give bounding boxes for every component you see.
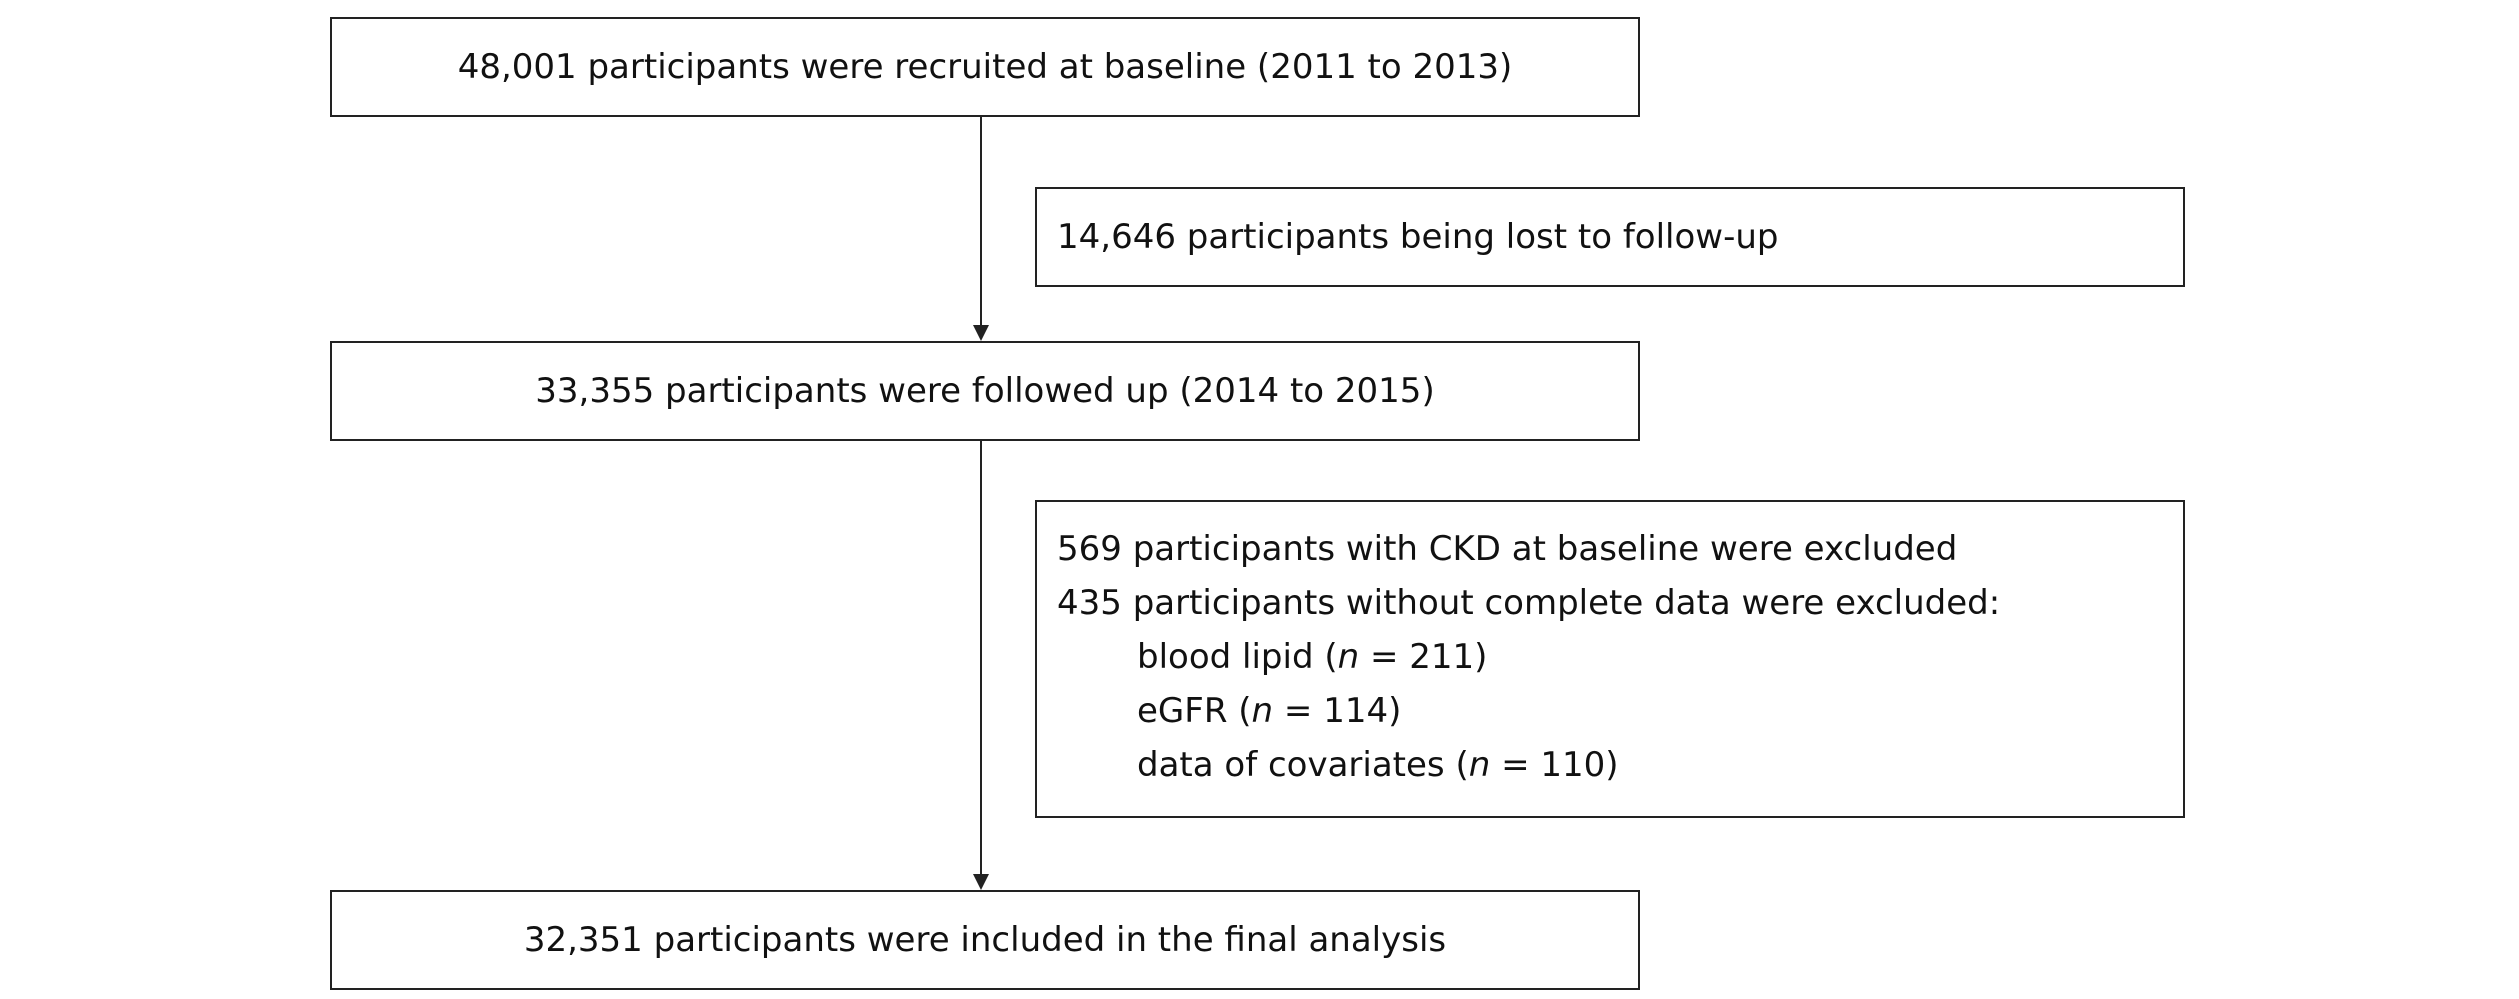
arrowhead-1 — [973, 325, 989, 341]
arrowhead-2 — [973, 874, 989, 890]
lost-followup-box: 14,646 participants being lost to follow… — [1035, 187, 2185, 287]
exclusion-ckd: 569 participants with CKD at baseline we… — [1057, 529, 1958, 569]
followed-up-text: 33,355 participants were followed up (20… — [535, 371, 1435, 411]
recruited-box: 48,001 participants were recruited at ba… — [330, 17, 1640, 117]
arrow-line-2 — [980, 441, 982, 874]
followed-up-box: 33,355 participants were followed up (20… — [330, 341, 1640, 441]
final-analysis-text: 32,351 participants were included in the… — [523, 920, 1447, 960]
lost-followup-text: 14,646 participants being lost to follow… — [1057, 217, 1779, 257]
exclusion-item-blood-lipid: blood lipid (n = 211) — [1137, 637, 1488, 677]
exclusion-item-egfr: eGFR (n = 114) — [1137, 691, 1402, 731]
final-analysis-box: 32,351 participants were included in the… — [330, 890, 1640, 990]
exclusion-incomplete: 435 participants without complete data w… — [1057, 583, 2001, 623]
arrow-line-1 — [980, 117, 982, 325]
exclusion-item-covariates: data of covariates (n = 110) — [1137, 745, 1619, 785]
exclusions-box: 569 participants with CKD at baseline we… — [1035, 500, 2185, 818]
recruited-text: 48,001 participants were recruited at ba… — [457, 47, 1513, 87]
